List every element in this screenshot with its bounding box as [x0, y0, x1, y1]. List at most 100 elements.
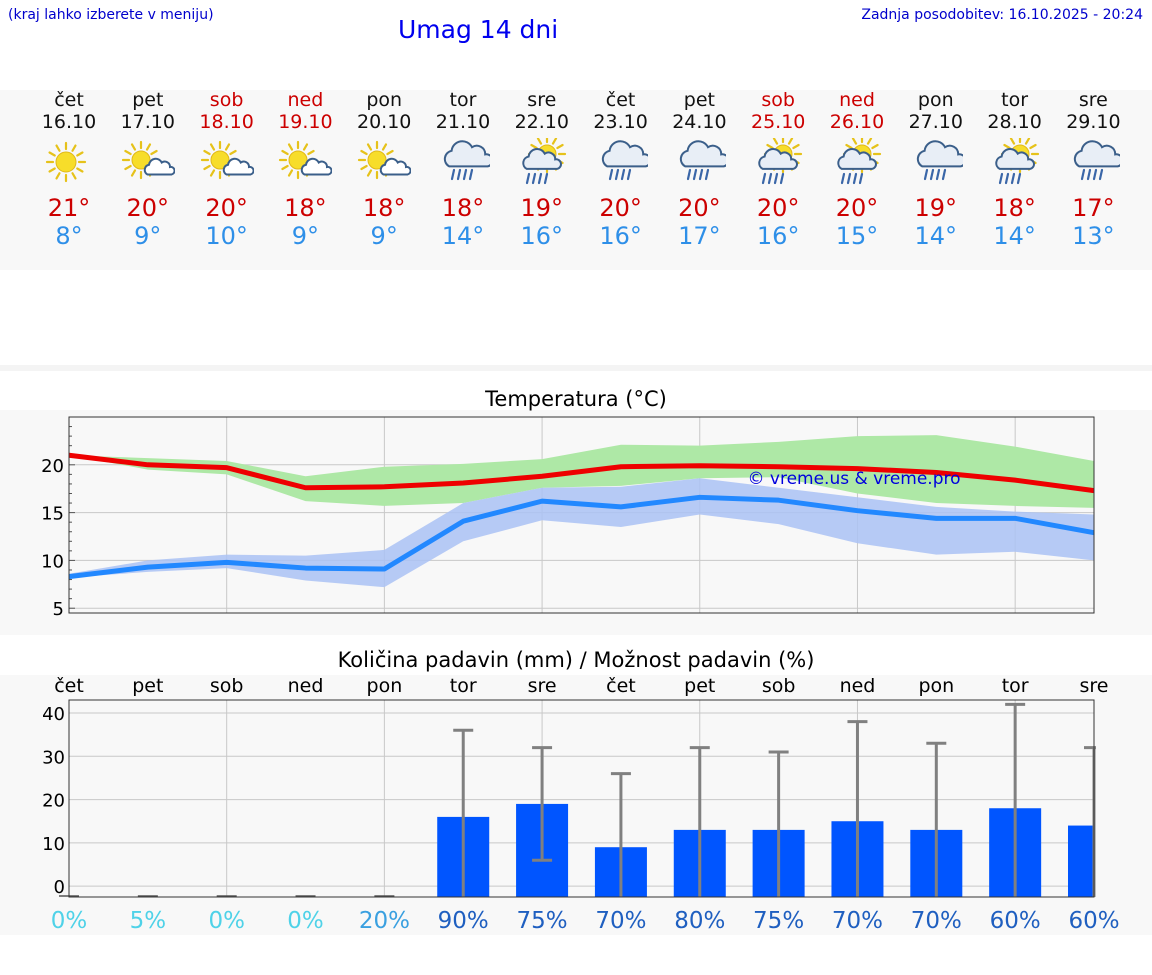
min-temperature: 13° [1072, 222, 1115, 250]
day-name: pet [683, 89, 715, 111]
rain-cloud-icon [1074, 140, 1121, 181]
precipitation-bar [1068, 825, 1094, 897]
cloud-shape [994, 147, 1035, 170]
rain-drops [923, 168, 946, 181]
category-label: ned [840, 675, 876, 697]
sun-cloud-icon [358, 140, 412, 180]
min-temperature: 8° [55, 222, 83, 250]
precipitation-chance-label: 80% [674, 908, 725, 934]
y-tick-label: 10 [41, 551, 64, 572]
rain-drops [687, 168, 710, 181]
forecast-day: sre 29.10 17° 13° [1053, 90, 1133, 250]
y-tick-label: 20 [41, 456, 64, 477]
max-temperature: 18° [284, 194, 327, 222]
cloud-shape [301, 157, 333, 176]
divider-band [0, 365, 1152, 371]
min-temperature: 9° [370, 222, 398, 250]
temperature-chart-title: Temperatura (°C) [485, 387, 667, 411]
min-temperature: 10° [205, 222, 248, 250]
precipitation-chance-label: 0% [208, 908, 245, 934]
day-date: 17.10 [120, 111, 175, 133]
cloud-shape [222, 157, 254, 176]
min-temperature: 9° [134, 222, 162, 250]
category-label: sre [1080, 675, 1109, 697]
max-temperature: 17° [1072, 194, 1115, 222]
category-label: pon [918, 675, 954, 697]
cloud-shape [837, 147, 877, 170]
day-name: pon [366, 89, 403, 111]
rain-cloud-icon [680, 140, 727, 181]
sun-cloud-icon [200, 140, 254, 180]
y-tick-label: 20 [42, 791, 65, 812]
min-temperature: 14° [993, 222, 1036, 250]
min-temperature-line [68, 494, 1095, 580]
rain-drops [998, 172, 1021, 185]
category-label: sre [528, 675, 557, 697]
precipitation-chart: čet pet sob ned pon tor sre čet pet sob ned pon tor s… [42, 675, 1119, 934]
category-label: sob [762, 675, 796, 697]
forecast-day: tor 21.10 18° 14° [423, 90, 503, 250]
max-temperature: 20° [205, 194, 248, 222]
day-date: 26.10 [829, 111, 885, 133]
category-label: tor [450, 675, 477, 697]
day-date: 27.10 [908, 111, 963, 133]
day-name: ned [839, 89, 875, 111]
forecast-day: sob 25.10 20° 16° [738, 90, 818, 250]
cloud-shape [443, 140, 490, 168]
category-label: pet [132, 675, 163, 697]
category-label: sob [210, 675, 244, 697]
y-tick-label: 40 [42, 704, 65, 725]
last-updated: Zadnja posodobitev: 16.10.2025 - 20:24 [861, 7, 1143, 23]
min-temperature: 14° [914, 222, 958, 250]
day-date: 19.10 [278, 111, 333, 133]
forecast-day: čet 16.10 21° 8° [29, 90, 109, 250]
max-temperature: 20° [678, 194, 721, 222]
max-temperature: 18° [993, 194, 1036, 222]
rain-drops [762, 172, 785, 185]
precipitation-chance-label: 60% [990, 908, 1041, 934]
precipitation-chance-label: 20% [359, 908, 410, 934]
day-date: 22.10 [514, 111, 569, 133]
sun-cloud-icon [279, 140, 333, 180]
day-date: 24.10 [672, 111, 727, 133]
forecast-day: pon 20.10 18° 9° [344, 90, 424, 250]
page-title: Umag 14 dni [398, 15, 559, 44]
min-temperature: 16° [599, 222, 642, 250]
day-name: pet [132, 89, 164, 111]
day-name: tor [1001, 89, 1029, 111]
precipitation-chance-label: 75% [517, 908, 568, 934]
forecast-day: pon 27.10 19° 14° [896, 90, 976, 250]
category-label: tor [1002, 675, 1029, 697]
temperature-chart: 5 10 15 20 © vreme.us & vreme.pro [41, 416, 1095, 620]
precipitation-chance-label: 5% [130, 908, 167, 934]
sun-rain-icon [837, 138, 882, 185]
precipitation-chance-label: 60% [1068, 908, 1119, 934]
cloud-shape [1074, 140, 1121, 168]
cloud-shape [379, 157, 412, 176]
forecast-day: sre 22.10 19° 16° [502, 90, 582, 250]
precipitation-chance-label: 70% [911, 908, 962, 934]
max-temperature: 20° [599, 194, 642, 222]
day-name: čet [54, 89, 84, 111]
precipitation-chance-label: 0% [287, 908, 324, 934]
rain-cloud-icon [916, 140, 963, 181]
y-tick-label: 10 [42, 834, 65, 855]
max-temperature: 19° [914, 194, 958, 222]
day-name: čet [605, 89, 636, 111]
rain-drops [450, 168, 474, 181]
category-label: pon [367, 675, 403, 697]
precipitation-chance-label: 0% [51, 908, 88, 934]
category-label: čet [606, 675, 636, 697]
max-temperature-line [68, 452, 1095, 494]
day-name: sre [1078, 89, 1108, 111]
rain-cloud-icon [443, 140, 490, 181]
precipitation-chart-title: Količina padavin (mm) / Možnost padavin … [337, 648, 815, 672]
forecast-day: ned 26.10 20° 15° [817, 90, 897, 250]
cloud-shape [916, 140, 963, 168]
day-date: 29.10 [1066, 111, 1121, 133]
plot-frame [68, 416, 1095, 614]
day-name: tor [449, 89, 477, 111]
day-date: 23.10 [593, 111, 648, 133]
y-tick-label: 0 [54, 877, 65, 898]
min-temperature: 16° [756, 222, 800, 250]
